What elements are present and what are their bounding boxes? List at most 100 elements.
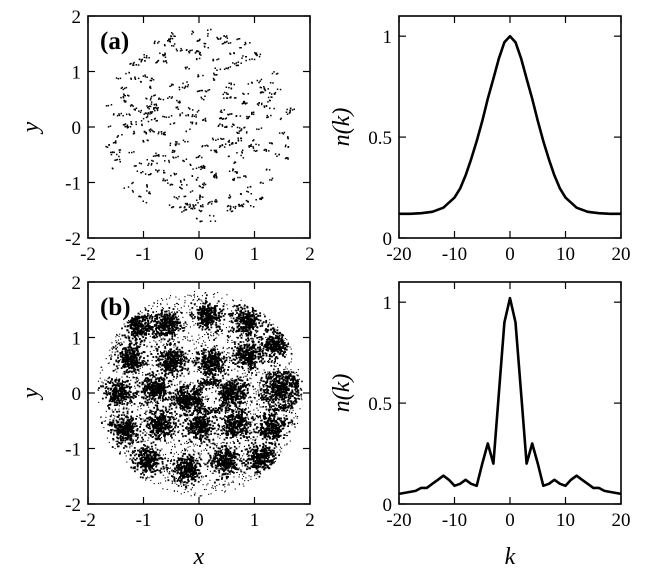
scatter-point xyxy=(267,347,270,350)
scatter-point xyxy=(136,357,138,359)
scatter-point xyxy=(244,358,246,360)
scatter-point xyxy=(169,352,172,354)
scatter-point xyxy=(120,399,123,401)
scatter-point xyxy=(203,319,205,321)
scatter-point xyxy=(217,37,219,40)
scatter-point xyxy=(257,104,260,106)
scatter-point xyxy=(172,206,174,208)
scatter-point xyxy=(115,401,118,404)
scatter-point xyxy=(143,363,145,366)
scatter-point xyxy=(113,401,116,404)
scatter-point xyxy=(279,396,282,399)
y-tick-label: 1 xyxy=(72,63,82,84)
scatter-point xyxy=(186,66,188,68)
scatter-point xyxy=(209,316,212,319)
scatter-point xyxy=(218,311,221,314)
scatter-point xyxy=(204,119,207,121)
scatter-point xyxy=(159,98,162,100)
scatter-point xyxy=(180,362,183,365)
scatter-point xyxy=(189,403,192,405)
scatter-point xyxy=(127,365,129,368)
scatter-point xyxy=(260,127,263,129)
scatter-point xyxy=(124,429,126,432)
scatter-point xyxy=(143,380,146,382)
scatter-point xyxy=(122,432,124,434)
scatter-point xyxy=(285,386,288,388)
scatter-point xyxy=(164,390,167,392)
scatter-point xyxy=(233,97,236,99)
scatter-point xyxy=(142,171,144,173)
scatter-point xyxy=(141,436,143,439)
scatter-point xyxy=(278,387,281,390)
scatter-point xyxy=(224,126,226,128)
scatter-point xyxy=(107,430,110,432)
scatter-point xyxy=(158,333,161,335)
scatter-point xyxy=(235,379,238,382)
scatter-point xyxy=(127,363,129,365)
scatter-point xyxy=(253,363,256,365)
scatter-point xyxy=(239,379,242,382)
scatter-point xyxy=(179,415,181,418)
scatter-point xyxy=(111,421,113,424)
scatter-point xyxy=(152,320,155,323)
scatter-point xyxy=(119,389,121,391)
scatter-point xyxy=(170,399,173,402)
scatter-point xyxy=(129,387,131,390)
scatter-point xyxy=(119,436,122,439)
scatter-point xyxy=(116,433,119,436)
scatter-point xyxy=(200,54,202,56)
scatter-point xyxy=(251,337,253,340)
scatter-point xyxy=(144,131,147,134)
scatter-point xyxy=(185,209,187,211)
scatter-point xyxy=(210,308,212,311)
scatter-point xyxy=(249,358,252,361)
scatter-point xyxy=(162,389,164,391)
scatter-point xyxy=(220,117,222,120)
scatter-point xyxy=(129,105,132,107)
scatter-point xyxy=(202,307,205,309)
scatter-point xyxy=(216,365,219,368)
scatter-point xyxy=(211,311,214,314)
scatter-point xyxy=(136,170,139,172)
scatter-point xyxy=(209,201,211,203)
scatter-point xyxy=(276,332,279,334)
scatter-point xyxy=(234,403,237,405)
scatter-point xyxy=(183,388,185,391)
scatter-point xyxy=(185,130,187,133)
scatter-point xyxy=(187,385,190,388)
scatter-point xyxy=(123,94,125,97)
scatter-point xyxy=(176,388,178,391)
scatter-point xyxy=(164,398,166,401)
scatter-point xyxy=(285,144,287,146)
scatter-point xyxy=(243,392,246,395)
scatter-point xyxy=(171,369,174,371)
scatter-point xyxy=(182,383,185,386)
scatter-point xyxy=(111,151,114,153)
scatter-point xyxy=(207,89,209,92)
scatter-point xyxy=(220,37,222,39)
scatter-point xyxy=(287,343,290,346)
scatter-point xyxy=(170,183,172,186)
scatter-point xyxy=(237,176,239,179)
scatter-point xyxy=(151,317,153,320)
scatter-point xyxy=(126,419,129,421)
scatter-point xyxy=(209,220,212,222)
scatter-point xyxy=(240,359,243,361)
scatter-point xyxy=(134,392,137,394)
scatter-point xyxy=(150,164,153,166)
scatter-point xyxy=(231,379,233,382)
scatter-point xyxy=(260,359,263,362)
scatter-point xyxy=(179,359,182,362)
scatter-point xyxy=(168,326,171,328)
scatter-point xyxy=(191,122,193,125)
scatter-point xyxy=(135,365,138,368)
scatter-point xyxy=(265,344,267,347)
scatter-point xyxy=(236,396,239,398)
scatter-point xyxy=(124,445,127,447)
scatter-point xyxy=(237,139,240,141)
scatter-point xyxy=(152,79,155,81)
scatter-point xyxy=(184,86,187,88)
scatter-point xyxy=(131,182,133,185)
scatter-point xyxy=(189,128,191,130)
scatter-point xyxy=(238,356,240,359)
